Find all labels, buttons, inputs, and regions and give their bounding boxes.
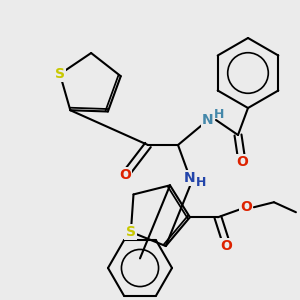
Text: H: H — [196, 176, 206, 188]
Text: O: O — [236, 155, 248, 169]
Text: S: S — [55, 67, 65, 81]
Text: N: N — [184, 171, 196, 185]
Text: O: O — [220, 239, 232, 253]
Text: S: S — [126, 225, 136, 239]
Text: N: N — [202, 113, 214, 127]
Text: O: O — [119, 168, 131, 182]
Text: O: O — [240, 200, 252, 214]
Text: H: H — [214, 107, 224, 121]
